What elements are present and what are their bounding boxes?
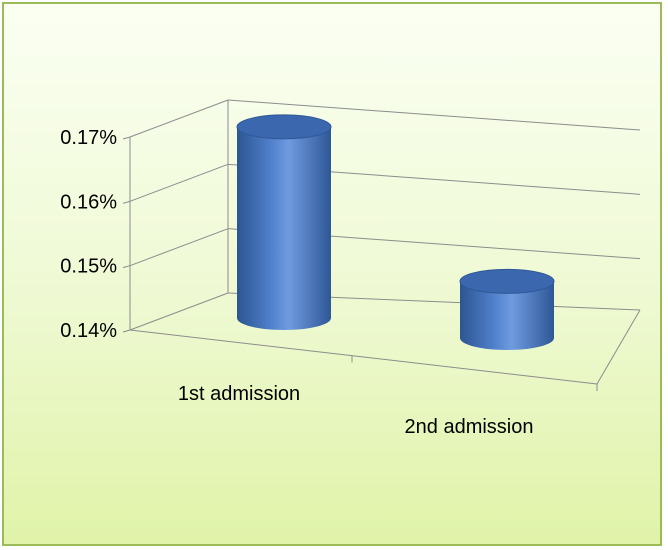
y-tick-mark: [123, 266, 130, 268]
x-tick-label: 2nd admission: [405, 416, 534, 438]
bar: [460, 269, 554, 350]
gridlines: [130, 100, 640, 330]
floor-right-edge: [597, 310, 640, 384]
axes: [130, 100, 640, 384]
bar-body: [237, 127, 331, 330]
bars: [237, 115, 554, 350]
gridline-left-wall: [130, 229, 228, 266]
y-tick-mark: [123, 137, 130, 139]
y-tick-mark: [123, 201, 130, 203]
y-tick-label: 0.17%: [60, 127, 117, 149]
gridline-left-wall: [130, 100, 228, 137]
gridline-left-wall: [130, 293, 228, 330]
gridline-left-wall: [130, 164, 228, 201]
y-axis-ticks: 0.17% 0.16% 0.15% 0.14%: [60, 127, 130, 342]
y-tick-label: 0.16%: [60, 191, 117, 213]
bar-top: [237, 115, 331, 139]
y-tick-label: 0.15%: [60, 256, 117, 278]
x-axis-ticks: 1st admission 2nd admission: [178, 356, 597, 438]
x-tick-label: 1st admission: [178, 383, 300, 405]
y-tick-label: 0.14%: [60, 320, 117, 342]
y-tick-mark: [123, 330, 130, 332]
bar: [237, 115, 331, 330]
bar-top: [460, 269, 554, 293]
